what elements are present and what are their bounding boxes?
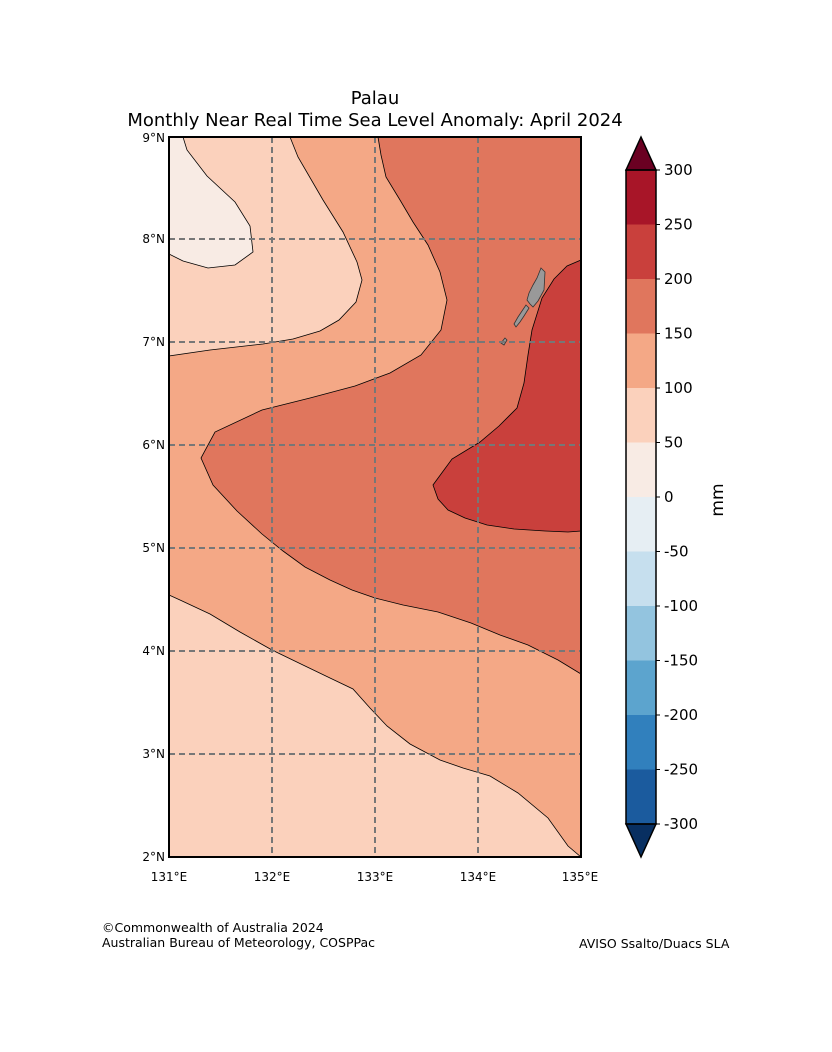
colorbar-label: 50 xyxy=(664,434,683,452)
map-title: Palau xyxy=(350,88,400,109)
colorbar-segment xyxy=(626,551,656,607)
colorbar-segment xyxy=(626,606,656,661)
colorbar-unit: mm xyxy=(708,483,728,516)
band-200-250 xyxy=(432,259,582,533)
colorbar-label: -200 xyxy=(664,706,698,724)
data-source-credit: AVISO Ssalto/Duacs SLA xyxy=(579,936,730,951)
colorbar-labels: 300 250 200 150 100 50 0 -50 -100 -150 -200 -250 -30… xyxy=(664,161,698,833)
colorbar-label: 150 xyxy=(664,325,693,343)
colorbar-segment xyxy=(626,224,656,280)
colorbar-label: 250 xyxy=(664,216,693,234)
lon-tick-label: 133°E xyxy=(357,870,394,884)
lat-tick-label: 9°N xyxy=(142,131,165,145)
colorbar-segment xyxy=(626,388,656,443)
colorbar-label: 300 xyxy=(664,161,693,179)
copyright-line: ©Commonwealth of Australia 2024 xyxy=(102,920,324,935)
band-150-200 xyxy=(200,136,582,675)
lat-tick-label: 5°N xyxy=(142,541,165,555)
colorbar-over-arrow xyxy=(624,135,658,171)
colorbar xyxy=(624,135,660,859)
colorbar-label: -250 xyxy=(664,761,698,779)
colorbar-segment xyxy=(626,769,656,825)
agency-line: Australian Bureau of Meteorology, COSPPa… xyxy=(102,935,375,950)
lon-ticks: 131°E 132°E 133°E 134°E 135°E xyxy=(151,870,599,884)
lat-tick-label: 8°N xyxy=(142,232,165,246)
colorbar-label: -100 xyxy=(664,597,698,615)
colorbar-label: 200 xyxy=(664,270,693,288)
lat-tick-label: 2°N xyxy=(142,850,165,864)
map-subtitle: Monthly Near Real Time Sea Level Anomaly… xyxy=(127,110,623,131)
map-frame xyxy=(168,136,582,858)
colorbar-segment xyxy=(626,333,656,389)
lat-tick-label: 4°N xyxy=(142,644,165,658)
lat-ticks: 2°N 3°N 4°N 5°N 6°N 7°N 8°N 9°N xyxy=(142,131,165,864)
colorbar-label: 100 xyxy=(664,379,693,397)
lon-tick-label: 131°E xyxy=(151,870,188,884)
lon-tick-label: 135°E xyxy=(562,870,599,884)
palau-land xyxy=(526,267,546,308)
colorbar-segment xyxy=(626,279,656,334)
lat-tick-label: 3°N xyxy=(142,747,165,761)
colorbar-segment xyxy=(626,170,656,225)
colorbar-label: 0 xyxy=(664,488,674,506)
palau-land-south xyxy=(513,304,530,328)
lat-tick-label: 7°N xyxy=(142,335,165,349)
colorbar-label: -300 xyxy=(664,815,698,833)
copyright-credit: ©Commonwealth of Australia 2024 Australi… xyxy=(102,920,375,950)
lon-tick-label: 132°E xyxy=(254,870,291,884)
colorbar-segment xyxy=(626,715,656,770)
colorbar-label: -150 xyxy=(664,652,698,670)
colorbar-under-arrow xyxy=(624,823,658,859)
colorbar-segment xyxy=(626,497,656,552)
colorbar-segment xyxy=(626,660,656,716)
gridlines xyxy=(169,137,581,857)
colorbar-label: -50 xyxy=(664,543,689,561)
colorbar-segment xyxy=(626,442,656,498)
lon-tick-label: 134°E xyxy=(460,870,497,884)
lat-tick-label: 6°N xyxy=(142,438,165,452)
